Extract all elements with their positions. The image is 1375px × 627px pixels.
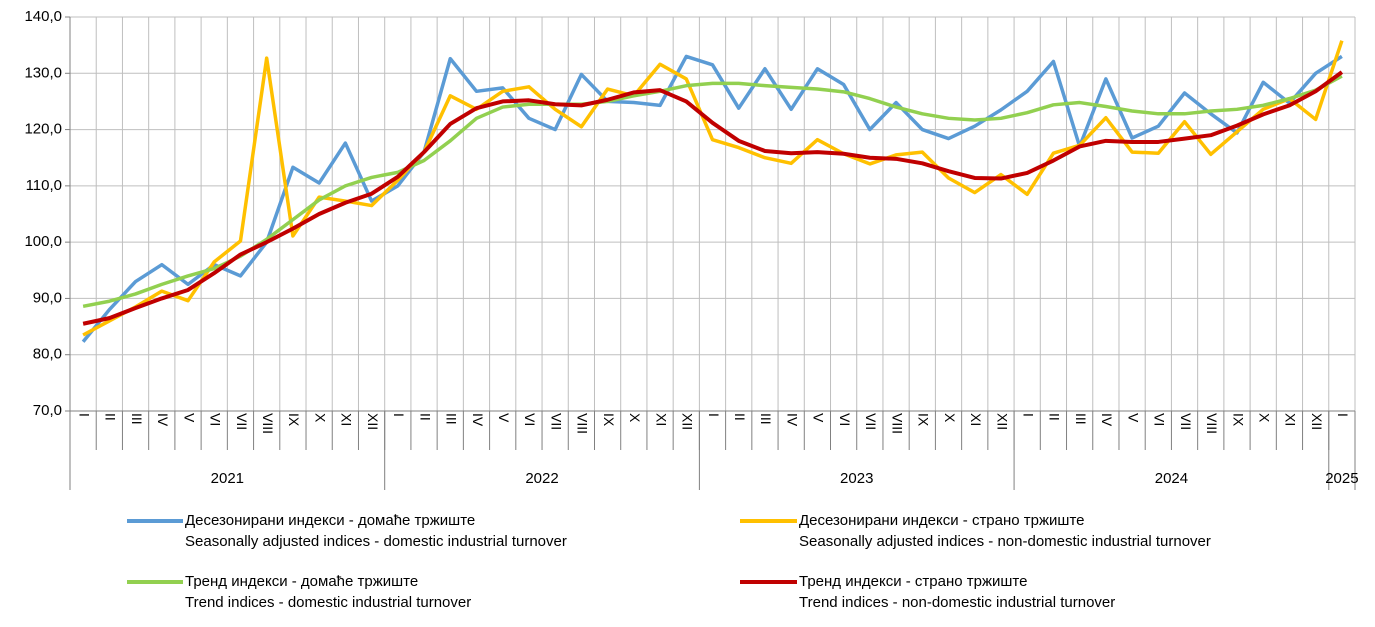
- x-tick-label: IX: [286, 413, 302, 427]
- legend-label: Десезонирани индекси - страно тржиште: [799, 512, 1085, 529]
- x-tick-label: V: [811, 413, 827, 423]
- x-tick-label: VII: [863, 413, 879, 430]
- x-tick-label: I: [76, 413, 92, 417]
- x-tick-label: VIII: [889, 413, 905, 434]
- x-tick-label: X: [1257, 413, 1273, 423]
- x-tick-label: II: [417, 413, 433, 421]
- x-tick-label: XII: [680, 413, 696, 430]
- x-tick-label: X: [942, 413, 958, 423]
- y-tick-label: 90,0: [33, 289, 62, 306]
- y-tick-label: 110,0: [26, 177, 62, 194]
- x-tick-label: IX: [1230, 413, 1246, 427]
- legend-label-en: Seasonally adjusted indices - non-domest…: [799, 533, 1211, 550]
- x-tick-label: I: [706, 413, 722, 417]
- x-tick-label: IV: [470, 413, 486, 427]
- group-label: 2024: [1155, 470, 1188, 487]
- group-label: 2023: [840, 470, 873, 487]
- legend-label-en: Trend indices - domestic industrial turn…: [185, 594, 471, 611]
- x-tick-label: VI: [1152, 413, 1168, 426]
- x-tick-label: VIII: [260, 413, 276, 434]
- legend-label: Десезонирани индекси - домаће тржиште: [185, 512, 475, 529]
- legend-label-en: Seasonally adjusted indices - domestic i…: [185, 533, 567, 550]
- x-tick-label: II: [1047, 413, 1063, 421]
- series-line: [82, 70, 1344, 326]
- x-tick-label: II: [732, 413, 748, 421]
- x-tick-label: XI: [339, 413, 355, 426]
- group-label: 2022: [525, 470, 558, 487]
- y-tick-label: 80,0: [33, 346, 62, 363]
- x-tick-label: VI: [208, 413, 224, 426]
- x-tick-label: IX: [601, 413, 617, 427]
- x-tick-label: III: [758, 413, 774, 425]
- x-tick-label: V: [181, 413, 197, 423]
- series-line: [82, 74, 1343, 309]
- y-tick-label: 140,0: [24, 8, 62, 25]
- x-tick-label: X: [627, 413, 643, 423]
- x-tick-label: X: [312, 413, 328, 423]
- x-tick-label: XI: [1283, 413, 1299, 426]
- x-tick-label: IV: [155, 413, 171, 427]
- x-tick-label: I: [1335, 413, 1351, 417]
- x-tick-label: IV: [784, 413, 800, 427]
- x-tick-label: V: [1125, 413, 1141, 423]
- group-label: 2025: [1325, 470, 1358, 487]
- x-tick-label: XII: [994, 413, 1010, 430]
- x-tick-label: VII: [1178, 413, 1194, 430]
- x-tick-label: XI: [968, 413, 984, 426]
- x-tick-label: I: [1020, 413, 1036, 417]
- group-label: 2021: [211, 470, 244, 487]
- x-tick-label: II: [103, 413, 119, 421]
- y-tick-label: 70,0: [33, 402, 62, 419]
- y-tick-label: 130,0: [24, 64, 62, 81]
- legend-label: Тренд индекси - страно тржиште: [799, 573, 1027, 590]
- x-tick-label: XII: [1309, 413, 1325, 430]
- series-line: [81, 54, 1343, 343]
- x-tick-label: III: [1073, 413, 1089, 425]
- y-tick-label: 100,0: [24, 233, 62, 250]
- x-tick-label: VII: [234, 413, 250, 430]
- x-tick-label: I: [391, 413, 407, 417]
- x-tick-label: IV: [1099, 413, 1115, 427]
- x-tick-label: V: [496, 413, 512, 423]
- x-tick-label: III: [444, 413, 460, 425]
- x-tick-label: IX: [916, 413, 932, 427]
- x-tick-label: VII: [548, 413, 564, 430]
- x-tick-label: III: [129, 413, 145, 425]
- series-line: [82, 40, 1344, 337]
- x-tick-label: XII: [365, 413, 381, 430]
- x-tick-label: VI: [522, 413, 538, 426]
- x-tick-label: XI: [653, 413, 669, 426]
- legend-label-en: Trend indices - non-domestic industrial …: [799, 594, 1115, 611]
- legend-label: Тренд индекси - домаће тржиште: [185, 573, 418, 590]
- y-tick-label: 120,0: [24, 121, 62, 138]
- x-tick-label: VIII: [1204, 413, 1220, 434]
- x-tick-label: VIII: [575, 413, 591, 434]
- x-tick-label: VI: [837, 413, 853, 426]
